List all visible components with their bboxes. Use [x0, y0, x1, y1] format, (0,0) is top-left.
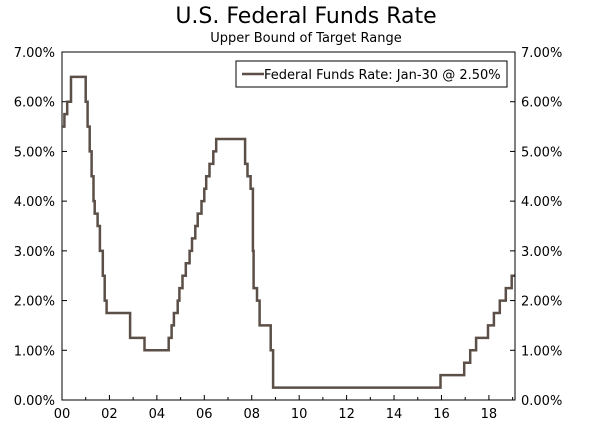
x-tick-label: 02 [101, 407, 118, 422]
x-tick-label: 12 [338, 407, 355, 422]
right-y-tick-label: 0.00% [521, 394, 562, 409]
left-y-tick-label: 4.00% [14, 195, 55, 210]
left-y-tick-label: 5.00% [14, 145, 55, 160]
x-tick-label: 08 [243, 407, 260, 422]
x-tick-label: 00 [54, 407, 71, 422]
x-tick-label: 18 [481, 407, 498, 422]
left-y-tick-label: 1.00% [14, 344, 55, 359]
x-tick-label: 04 [149, 407, 166, 422]
right-y-tick-label: 3.00% [521, 245, 562, 260]
right-y-tick-label: 6.00% [521, 96, 562, 111]
right-y-tick-label: 4.00% [521, 195, 562, 210]
right-y-tick-label: 1.00% [521, 344, 562, 359]
right-y-tick-label: 5.00% [521, 145, 562, 160]
plot-area [61, 51, 516, 401]
left-y-tick-label: 6.00% [14, 96, 55, 111]
x-tick-label: 14 [386, 407, 403, 422]
right-y-tick-label: 7.00% [521, 46, 562, 61]
legend-box [235, 60, 508, 88]
series-line-federal-funds-rate [62, 75, 515, 389]
x-tick-label: 16 [433, 407, 450, 422]
left-y-tick-label: 2.00% [14, 295, 55, 310]
right-y-tick-label: 2.00% [521, 295, 562, 310]
legend-label: Federal Funds Rate: Jan-30 @ 2.50% [264, 68, 501, 83]
legend: Federal Funds Rate: Jan-30 @ 2.50% [235, 60, 508, 88]
chart-subtitle: Upper Bound of Target Range [210, 31, 402, 46]
left-y-tick-label: 3.00% [14, 245, 55, 260]
right-y-axis: 0.00% 1.00% 2.00% 3.00% 4.00% 5.00% 6.00% 7.00% [510, 46, 562, 409]
chart-title: U.S. Federal Funds Rate [175, 4, 437, 29]
left-y-tick-label: 0.00% [14, 394, 55, 409]
x-tick-label: 06 [196, 407, 213, 422]
x-axis: 00 02 04 06 08 10 12 14 16 18 [54, 395, 514, 422]
x-tick-label: 10 [291, 407, 308, 422]
left-y-axis: 0.00% 1.00% 2.00% 3.00% 4.00% 5.00% 6.00% 7.00% [14, 46, 67, 409]
left-y-tick-label: 7.00% [14, 46, 55, 61]
